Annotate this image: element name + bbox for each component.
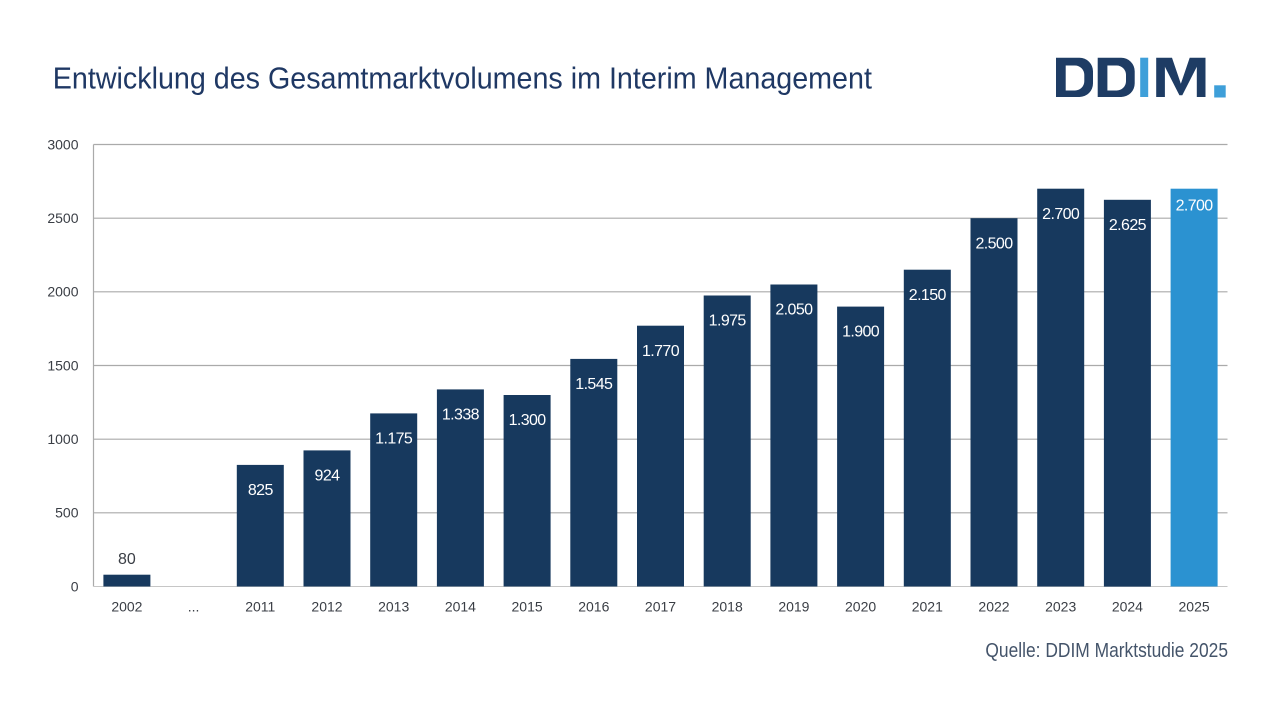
- svg-text:1.338: 1.338: [442, 407, 480, 424]
- svg-text:2013: 2013: [378, 599, 409, 615]
- svg-text:2002: 2002: [111, 599, 142, 615]
- svg-text:1.770: 1.770: [642, 343, 680, 360]
- svg-text:2012: 2012: [311, 599, 342, 615]
- svg-text:1.545: 1.545: [575, 376, 613, 393]
- svg-text:2017: 2017: [645, 599, 676, 615]
- svg-text:1.175: 1.175: [375, 431, 413, 448]
- svg-text:2016: 2016: [578, 599, 609, 615]
- svg-text:825: 825: [248, 482, 274, 499]
- svg-text:...: ...: [188, 599, 200, 615]
- svg-text:2011: 2011: [245, 599, 275, 615]
- svg-text:2014: 2014: [445, 599, 476, 615]
- svg-text:1.900: 1.900: [842, 324, 880, 341]
- svg-text:2021: 2021: [912, 599, 943, 615]
- svg-text:2024: 2024: [1112, 599, 1143, 615]
- svg-text:1.975: 1.975: [709, 313, 747, 330]
- svg-text:2018: 2018: [712, 599, 743, 615]
- svg-text:80: 80: [118, 551, 136, 568]
- svg-text:2.050: 2.050: [775, 302, 813, 319]
- svg-text:1500: 1500: [47, 357, 78, 373]
- svg-text:2025: 2025: [1179, 599, 1210, 615]
- svg-text:Quelle: DDIM Marktstudie 2025: Quelle: DDIM Marktstudie 2025: [985, 639, 1228, 661]
- svg-text:2020: 2020: [845, 599, 876, 615]
- svg-text:0: 0: [71, 578, 79, 594]
- svg-text:2.150: 2.150: [909, 287, 947, 304]
- svg-text:2.625: 2.625: [1109, 217, 1147, 234]
- svg-text:1.300: 1.300: [509, 412, 547, 429]
- svg-text:2.700: 2.700: [1176, 198, 1214, 215]
- svg-text:2015: 2015: [512, 599, 543, 615]
- svg-text:2000: 2000: [47, 284, 78, 300]
- svg-text:500: 500: [55, 505, 79, 521]
- svg-text:3000: 3000: [47, 136, 78, 152]
- svg-text:2.500: 2.500: [975, 235, 1013, 252]
- svg-text:2500: 2500: [47, 210, 78, 226]
- svg-text:1000: 1000: [47, 431, 78, 447]
- svg-text:2022: 2022: [978, 599, 1009, 615]
- svg-text:2019: 2019: [778, 599, 809, 615]
- svg-text:Entwicklung des Gesamtmarktvol: Entwicklung des Gesamtmarktvolumens im I…: [53, 62, 873, 96]
- svg-text:2.700: 2.700: [1042, 206, 1080, 223]
- svg-text:924: 924: [315, 468, 341, 485]
- svg-text:2023: 2023: [1045, 599, 1076, 615]
